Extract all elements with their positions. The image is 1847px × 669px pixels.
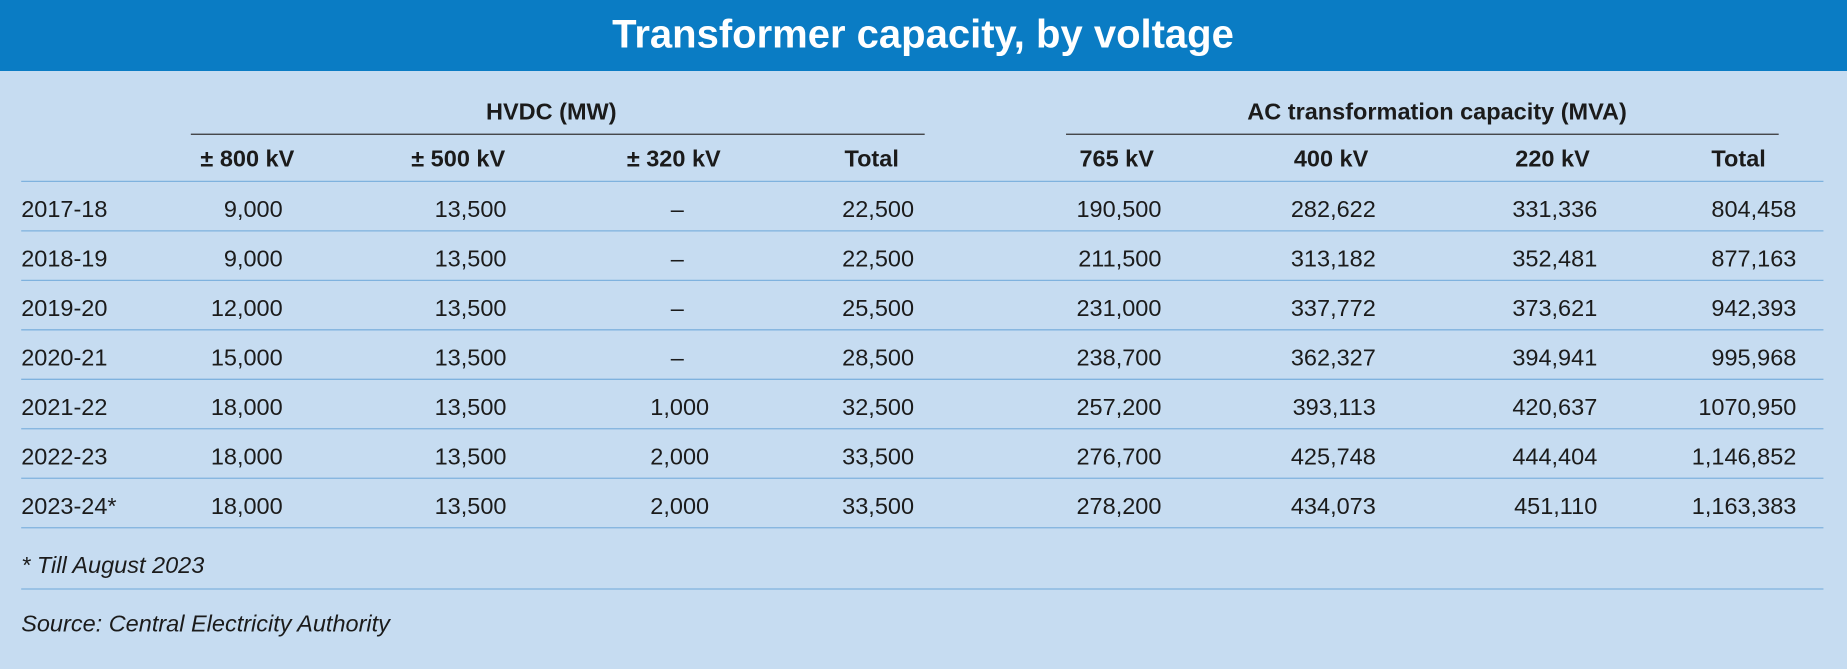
cell: 257,200 [1076, 394, 1161, 420]
cell: 942,393 [1711, 295, 1796, 321]
cell: 1,163,383 [1692, 493, 1797, 519]
cell: 278,200 [1076, 493, 1161, 519]
cell: 25,500 [842, 295, 914, 321]
cell: 373,621 [1512, 295, 1597, 321]
cell: 33,500 [842, 443, 914, 469]
cell: 18,000 [211, 443, 283, 469]
column-header: ± 500 kV [411, 145, 505, 171]
cell: 13,500 [435, 394, 507, 420]
column-header: ± 800 kV [200, 145, 294, 171]
cell: 2,000 [650, 493, 709, 519]
row-label: 2021-22 [21, 394, 107, 420]
group-header: AC transformation capacity (MVA) [1247, 98, 1627, 124]
row-label: 2023-24* [21, 493, 116, 519]
cell: 331,336 [1512, 196, 1597, 222]
cell: 444,404 [1512, 443, 1597, 469]
cell: – [671, 246, 685, 272]
cell: 9,000 [224, 246, 283, 272]
row-label: 2018-19 [21, 246, 107, 272]
cell: 1070,950 [1698, 394, 1796, 420]
cell: 18,000 [211, 493, 283, 519]
column-header: Total [1711, 145, 1765, 171]
cell: 211,500 [1078, 246, 1161, 272]
title-bar [0, 0, 1847, 71]
cell: 28,500 [842, 344, 914, 370]
cell: 15,000 [211, 344, 283, 370]
cell: 13,500 [435, 246, 507, 272]
column-header: 220 kV [1515, 145, 1590, 171]
cell: 22,500 [842, 196, 914, 222]
cell: 434,073 [1291, 493, 1376, 519]
row-label: 2019-20 [21, 295, 107, 321]
cell: 13,500 [435, 443, 507, 469]
cell: 804,458 [1711, 196, 1796, 222]
cell: 420,637 [1512, 394, 1597, 420]
title: Transformer capacity, by voltage [612, 13, 1234, 57]
cell: 425,748 [1291, 443, 1376, 469]
cell: 362,327 [1291, 344, 1376, 370]
cell: 1,000 [650, 394, 709, 420]
cell: 282,622 [1291, 196, 1376, 222]
source: Source: Central Electricity Authority [21, 611, 391, 637]
cell: – [671, 196, 685, 222]
cell: – [671, 344, 685, 370]
cell: 995,968 [1711, 344, 1796, 370]
cell: 18,000 [211, 394, 283, 420]
cell: – [671, 295, 685, 321]
cell: 352,481 [1512, 246, 1597, 272]
column-header: 765 kV [1079, 145, 1154, 171]
cell: 313,182 [1291, 246, 1376, 272]
column-header: Total [844, 145, 898, 171]
row-label: 2022-23 [21, 443, 107, 469]
cell: 13,500 [435, 493, 507, 519]
footnote: * Till August 2023 [21, 552, 204, 578]
cell: 32,500 [842, 394, 914, 420]
cell: 12,000 [211, 295, 283, 321]
cell: 394,941 [1512, 344, 1597, 370]
group-header: HVDC (MW) [486, 98, 617, 124]
cell: 877,163 [1711, 246, 1796, 272]
cell: 451,110 [1514, 493, 1597, 519]
cell: 337,772 [1291, 295, 1376, 321]
cell: 13,500 [435, 295, 507, 321]
cell: 22,500 [842, 246, 914, 272]
cell: 393,113 [1293, 394, 1376, 420]
cell: 1,146,852 [1692, 443, 1797, 469]
column-header: 400 kV [1294, 145, 1369, 171]
cell: 190,500 [1076, 196, 1161, 222]
cell: 238,700 [1076, 344, 1161, 370]
column-header: ± 320 kV [627, 145, 721, 171]
cell: 13,500 [435, 344, 507, 370]
row-label: 2020-21 [21, 344, 107, 370]
cell: 2,000 [650, 443, 709, 469]
cell: 33,500 [842, 493, 914, 519]
cell: 276,700 [1076, 443, 1161, 469]
cell: 13,500 [435, 196, 507, 222]
cell: 231,000 [1076, 295, 1161, 321]
cell: 9,000 [224, 196, 283, 222]
row-label: 2017-18 [21, 196, 107, 222]
